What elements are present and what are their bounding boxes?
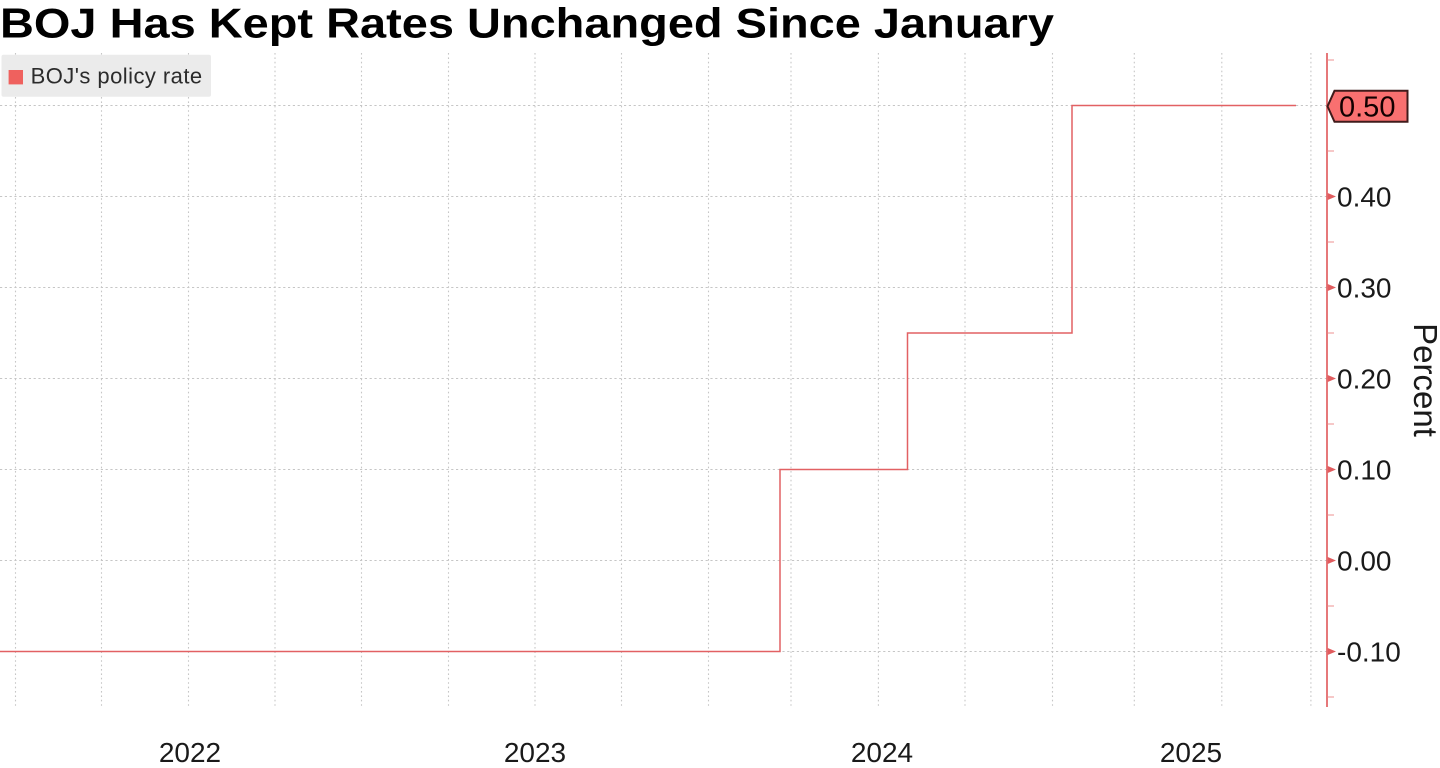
svg-text:2024: 2024 [851, 737, 913, 768]
svg-text:0.20: 0.20 [1337, 364, 1392, 395]
svg-text:0.00: 0.00 [1337, 546, 1392, 577]
svg-text:0.30: 0.30 [1337, 273, 1392, 304]
svg-text:0.40: 0.40 [1337, 182, 1392, 213]
svg-text:2023: 2023 [504, 737, 566, 768]
svg-text:0.50: 0.50 [1339, 92, 1395, 124]
svg-text:BOJ Has Kept Rates Unchanged S: BOJ Has Kept Rates Unchanged Since Janua… [0, 0, 1055, 47]
svg-text:2022: 2022 [159, 737, 221, 768]
svg-text:0.10: 0.10 [1337, 455, 1392, 486]
svg-text:Percent: Percent [1407, 323, 1440, 437]
svg-text:BOJ's policy rate: BOJ's policy rate [31, 64, 203, 89]
svg-text:2025: 2025 [1160, 737, 1222, 768]
svg-text:-0.10: -0.10 [1337, 637, 1401, 668]
